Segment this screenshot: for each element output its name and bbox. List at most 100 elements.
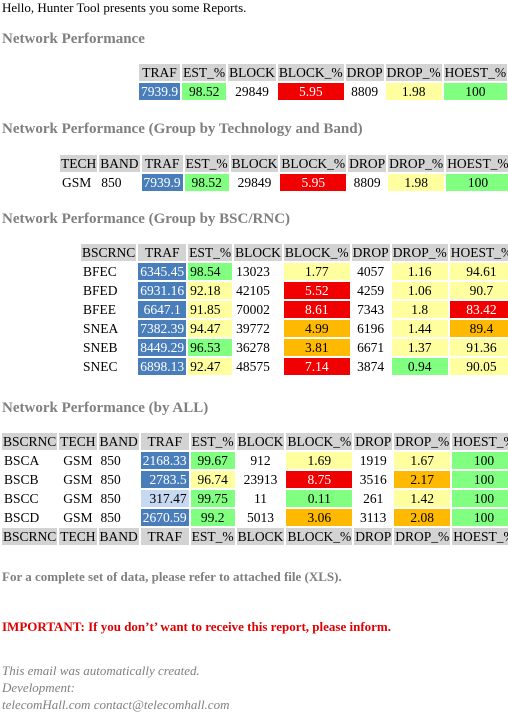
cell-bscrnc: BSCB xyxy=(4,471,39,487)
table-row: SNEB 8449.29 96.53 36278 3.81 6671 1.37 … xyxy=(81,339,508,356)
cell-drop: 4259 xyxy=(357,282,385,298)
column-footer: BLOCK xyxy=(236,528,285,545)
column-header: BAND xyxy=(99,155,140,172)
column-header: BLOCK xyxy=(228,64,276,81)
important-notice: IMPORTANT: If you don’t’ want to receive… xyxy=(2,619,392,634)
cell-drop: 3113 xyxy=(359,509,387,525)
table-row: GSM 850 7939.9 98.52 29849 5.95 8809 1.9… xyxy=(60,174,508,191)
cell-block: 29849 xyxy=(237,174,272,190)
cell-drop: 4057 xyxy=(357,263,385,279)
cell-drop-pct: 1.67 xyxy=(394,452,451,469)
cell-drop: 8809 xyxy=(351,83,379,99)
cell-drop-pct: 1.98 xyxy=(385,83,442,100)
cell-est: 99.75 xyxy=(190,490,235,507)
cell-est: 94.47 xyxy=(188,320,233,337)
cell-hoest: 89.4 xyxy=(449,320,508,337)
column-header: HOEST_% xyxy=(452,433,508,450)
cell-hoest: 100 xyxy=(452,490,508,507)
cell-hoest: 100 xyxy=(452,452,508,469)
cell-block-pct: 5.95 xyxy=(277,83,344,100)
cell-drop: 7343 xyxy=(357,301,385,317)
table-row: BSCA GSM 850 2168.33 99.67 912 1.69 1919… xyxy=(2,452,508,469)
column-header: TRAF xyxy=(138,244,187,261)
table-row: SNEA 7382.39 94.47 39772 4.99 6196 1.44 … xyxy=(81,320,508,337)
cell-hoest: 94.61 xyxy=(449,263,508,280)
table-row: BSCB GSM 850 2783.5 96.74 23913 8.75 351… xyxy=(2,471,508,488)
by-all-table: BSCRNC TECH BAND TRAF EST_% BLOCK BLOCK_… xyxy=(0,431,508,547)
table-header-row: BSCRNC TRAF EST_% BLOCK BLOCK_% DROP DRO… xyxy=(81,244,508,261)
section-title-by-all: Network Performance (by ALL) xyxy=(2,400,209,416)
cell-block: 48575 xyxy=(236,358,270,374)
cell-tech: GSM xyxy=(63,471,93,487)
cell-drop-pct: 0.94 xyxy=(391,358,448,375)
column-footer: HOEST_% xyxy=(452,528,508,545)
cell-drop: 261 xyxy=(363,490,384,506)
table-row: BFEC 6345.45 98.54 13023 1.77 4057 1.16 … xyxy=(81,263,508,280)
cell-drop-pct: 1.37 xyxy=(391,339,448,356)
bsc-rnc-table: BSCRNC TRAF EST_% BLOCK BLOCK_% DROP DRO… xyxy=(79,242,508,377)
column-header: DROP_% xyxy=(388,155,445,172)
cell-drop: 6671 xyxy=(357,339,385,355)
cell-block-pct: 5.95 xyxy=(280,174,347,191)
column-header: BLOCK_% xyxy=(283,244,350,261)
column-header: TRAF xyxy=(139,64,181,81)
column-header: EST_% xyxy=(182,64,227,81)
footer-auto-created: This email was automatically created. xyxy=(2,663,200,678)
cell-traf: 7382.39 xyxy=(138,320,187,337)
cell-block: 70002 xyxy=(236,301,270,317)
column-header: HOEST_% xyxy=(449,244,508,261)
column-header: BLOCK_% xyxy=(280,155,347,172)
cell-drop-pct: 1.06 xyxy=(391,282,448,299)
column-header: BLOCK_% xyxy=(286,433,353,450)
cell-est: 92.47 xyxy=(188,358,233,375)
cell-drop-pct: 1.16 xyxy=(391,263,448,280)
cell-drop: 8809 xyxy=(353,174,381,190)
cell-bscrnc: SNEC xyxy=(83,358,118,374)
cell-block: 39772 xyxy=(236,320,270,336)
column-footer: DROP xyxy=(354,528,393,545)
cell-drop: 1919 xyxy=(359,452,387,468)
cell-drop-pct: 2.08 xyxy=(394,509,451,526)
cell-block-pct: 1.69 xyxy=(286,452,353,469)
cell-block: 11 xyxy=(254,490,268,506)
column-header: DROP_% xyxy=(385,64,442,81)
cell-drop-pct: 1.8 xyxy=(391,301,448,318)
cell-block-pct: 8.75 xyxy=(286,471,353,488)
cell-traf: 2783.5 xyxy=(140,471,189,488)
cell-block-pct: 1.77 xyxy=(283,263,350,280)
cell-hoest: 90.7 xyxy=(449,282,508,299)
cell-est: 92.18 xyxy=(188,282,233,299)
attachment-note: For a complete set of data, please refer… xyxy=(2,569,342,584)
cell-drop-pct: 1.98 xyxy=(388,174,445,191)
column-header: DROP xyxy=(354,433,393,450)
cell-bscrnc: BSCC xyxy=(4,490,39,506)
cell-hoest: 100 xyxy=(452,471,508,488)
cell-bscrnc: BFEE xyxy=(83,301,117,317)
cell-hoest: 100 xyxy=(452,509,508,526)
cell-traf: 6931.16 xyxy=(138,282,187,299)
cell-band: 850 xyxy=(100,471,121,487)
cell-block: 912 xyxy=(250,452,271,468)
column-footer: BSCRNC xyxy=(2,528,58,545)
footer: This email was automatically created. De… xyxy=(2,662,229,713)
cell-traf: 6345.45 xyxy=(138,263,187,280)
cell-band: 850 xyxy=(101,174,122,190)
cell-traf: 6647.1 xyxy=(138,301,187,318)
cell-traf: 2670.59 xyxy=(140,509,189,526)
cell-drop: 3516 xyxy=(359,471,387,487)
cell-tech: GSM xyxy=(62,174,92,190)
column-header: BLOCK xyxy=(234,244,282,261)
column-header: TECH xyxy=(60,155,98,172)
cell-est: 91.85 xyxy=(188,301,233,318)
column-footer: BAND xyxy=(98,528,139,545)
cell-block-pct: 7.14 xyxy=(283,358,350,375)
cell-traf: 2168.33 xyxy=(140,452,189,469)
greeting-text: Hello, Hunter Tool presents you some Rep… xyxy=(2,0,247,15)
cell-block: 36278 xyxy=(236,339,270,355)
table-header-row: TECH BAND TRAF EST_% BLOCK BLOCK_% DROP … xyxy=(60,155,508,172)
table-footer-row: BSCRNC TECH BAND TRAF EST_% BLOCK BLOCK_… xyxy=(2,528,508,545)
footer-development: Development: xyxy=(2,680,75,695)
cell-block-pct: 0.11 xyxy=(286,490,353,507)
cell-traf: 8449.29 xyxy=(138,339,187,356)
table-row: BSCD GSM 850 2670.59 99.2 5013 3.06 3113… xyxy=(2,509,508,526)
